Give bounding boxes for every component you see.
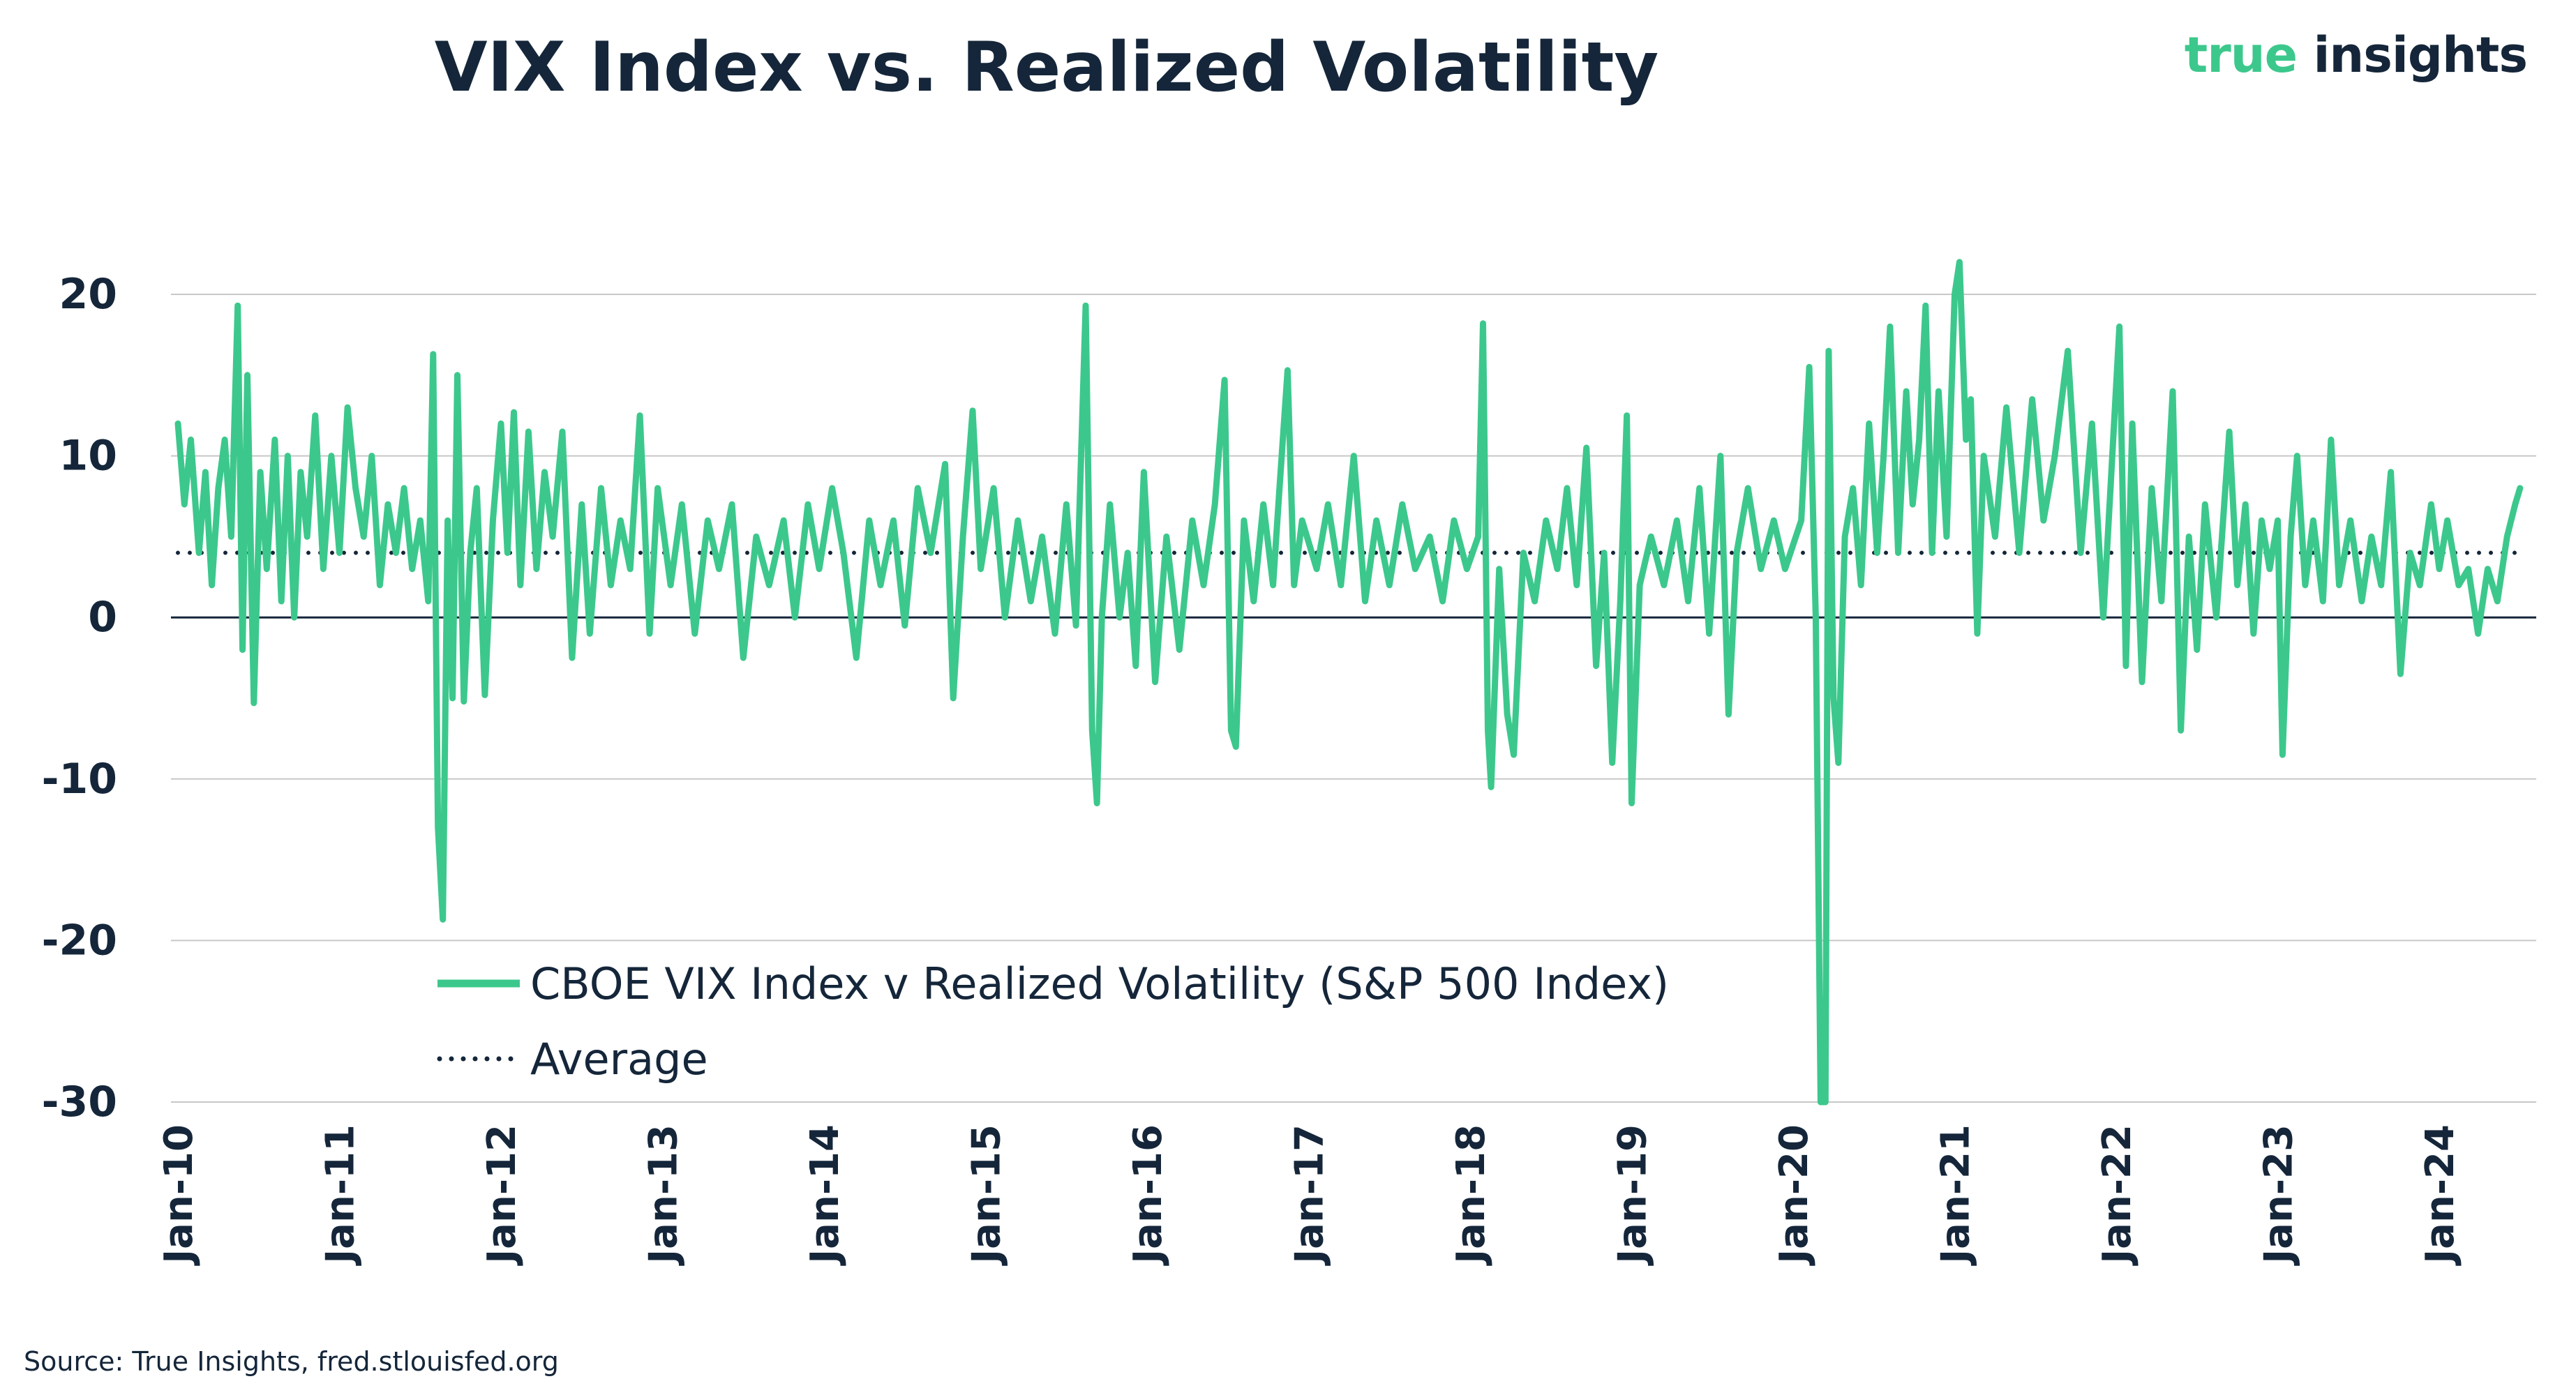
- x-tick-label: Jan-11: [318, 1124, 364, 1267]
- chart-title: VIX Index vs. Realized Volatility: [434, 28, 1659, 107]
- x-tick-label: Jan-12: [479, 1124, 525, 1267]
- y-tick-label: -10: [42, 755, 117, 804]
- y-tick-label: 10: [59, 432, 118, 481]
- x-tick-label: Jan-10: [156, 1124, 202, 1267]
- legend-label-series: CBOE VIX Index v Realized Volatility (S&…: [530, 958, 1669, 1009]
- x-axis-ticks: Jan-10 Jan-11 Jan-12 Jan-13 Jan-14 Jan-15 Jan-…: [156, 1124, 2463, 1267]
- y-tick-label: 0: [88, 593, 117, 642]
- brand-logo-part1: true: [2184, 27, 2298, 84]
- x-tick-label: Jan-20: [1772, 1124, 1817, 1267]
- x-tick-label: Jan-22: [2095, 1124, 2140, 1267]
- x-tick-label: Jan-18: [1448, 1124, 1494, 1267]
- series-line-vix-vs-realized: [174, 259, 2524, 1106]
- x-tick-label: Jan-14: [802, 1124, 848, 1267]
- y-tick-label: -30: [42, 1078, 117, 1126]
- brand-logo-part2: insights: [2313, 27, 2528, 84]
- x-tick-label: Jan-15: [964, 1124, 1010, 1267]
- x-tick-label: Jan-16: [1125, 1124, 1171, 1267]
- x-tick-label: Jan-17: [1287, 1124, 1333, 1267]
- y-tick-label: 20: [59, 270, 118, 319]
- series-layer: [174, 259, 2524, 1106]
- x-tick-label: Jan-23: [2256, 1124, 2302, 1267]
- source-note: Source: True Insights, fred.stlouisfed.o…: [24, 1346, 559, 1377]
- x-tick-label: Jan-21: [1933, 1124, 1979, 1267]
- x-tick-label: Jan-24: [2418, 1124, 2463, 1267]
- legend: CBOE VIX Index v Realized Volatility (S&…: [437, 958, 1669, 1085]
- y-tick-label: -20: [42, 916, 117, 965]
- brand-logo: true insights: [2184, 27, 2528, 84]
- x-tick-label: Jan-13: [641, 1124, 687, 1267]
- y-axis-ticks: 20 10 0 -10 -20 -30: [42, 270, 117, 1126]
- legend-label-average: Average: [530, 1034, 708, 1085]
- x-tick-label: Jan-19: [1610, 1124, 1656, 1267]
